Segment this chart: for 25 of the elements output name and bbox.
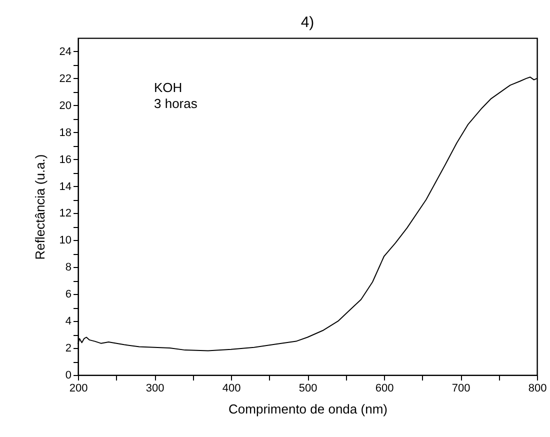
y-tick-label: 0 xyxy=(65,370,72,382)
x-tick-label: 600 xyxy=(375,382,394,394)
y-tick-label: 18 xyxy=(59,126,72,139)
y-tick-label: 2 xyxy=(65,342,72,355)
x-tick-label: 800 xyxy=(528,382,547,394)
y-tick-label: 24 xyxy=(59,46,72,58)
y-axis-title: Reflectância (u.a.) xyxy=(32,154,48,260)
x-tick-label: 500 xyxy=(298,382,318,394)
x-axis-title: Comprimento de onda (nm) xyxy=(228,402,388,416)
annotation: 3 horas xyxy=(154,96,198,111)
chart-title: 4) xyxy=(300,14,314,31)
x-tick-label: 300 xyxy=(146,382,164,394)
y-tick-label: 6 xyxy=(65,288,72,301)
y-tick-label: 12 xyxy=(59,208,72,220)
y-tick-label: 22 xyxy=(59,72,72,85)
annotation: KOH xyxy=(154,80,182,95)
y-tick-label: 20 xyxy=(59,100,72,112)
x-tick-label: 400 xyxy=(222,382,241,394)
y-tick-label: 10 xyxy=(59,234,72,247)
y-tick-label: 8 xyxy=(65,262,72,274)
y-tick-label: 14 xyxy=(59,180,72,193)
x-tick-label: 200 xyxy=(69,382,88,394)
x-tick-label: 700 xyxy=(452,382,470,394)
y-tick-label: 16 xyxy=(59,154,72,166)
y-tick-label: 4 xyxy=(65,316,72,328)
